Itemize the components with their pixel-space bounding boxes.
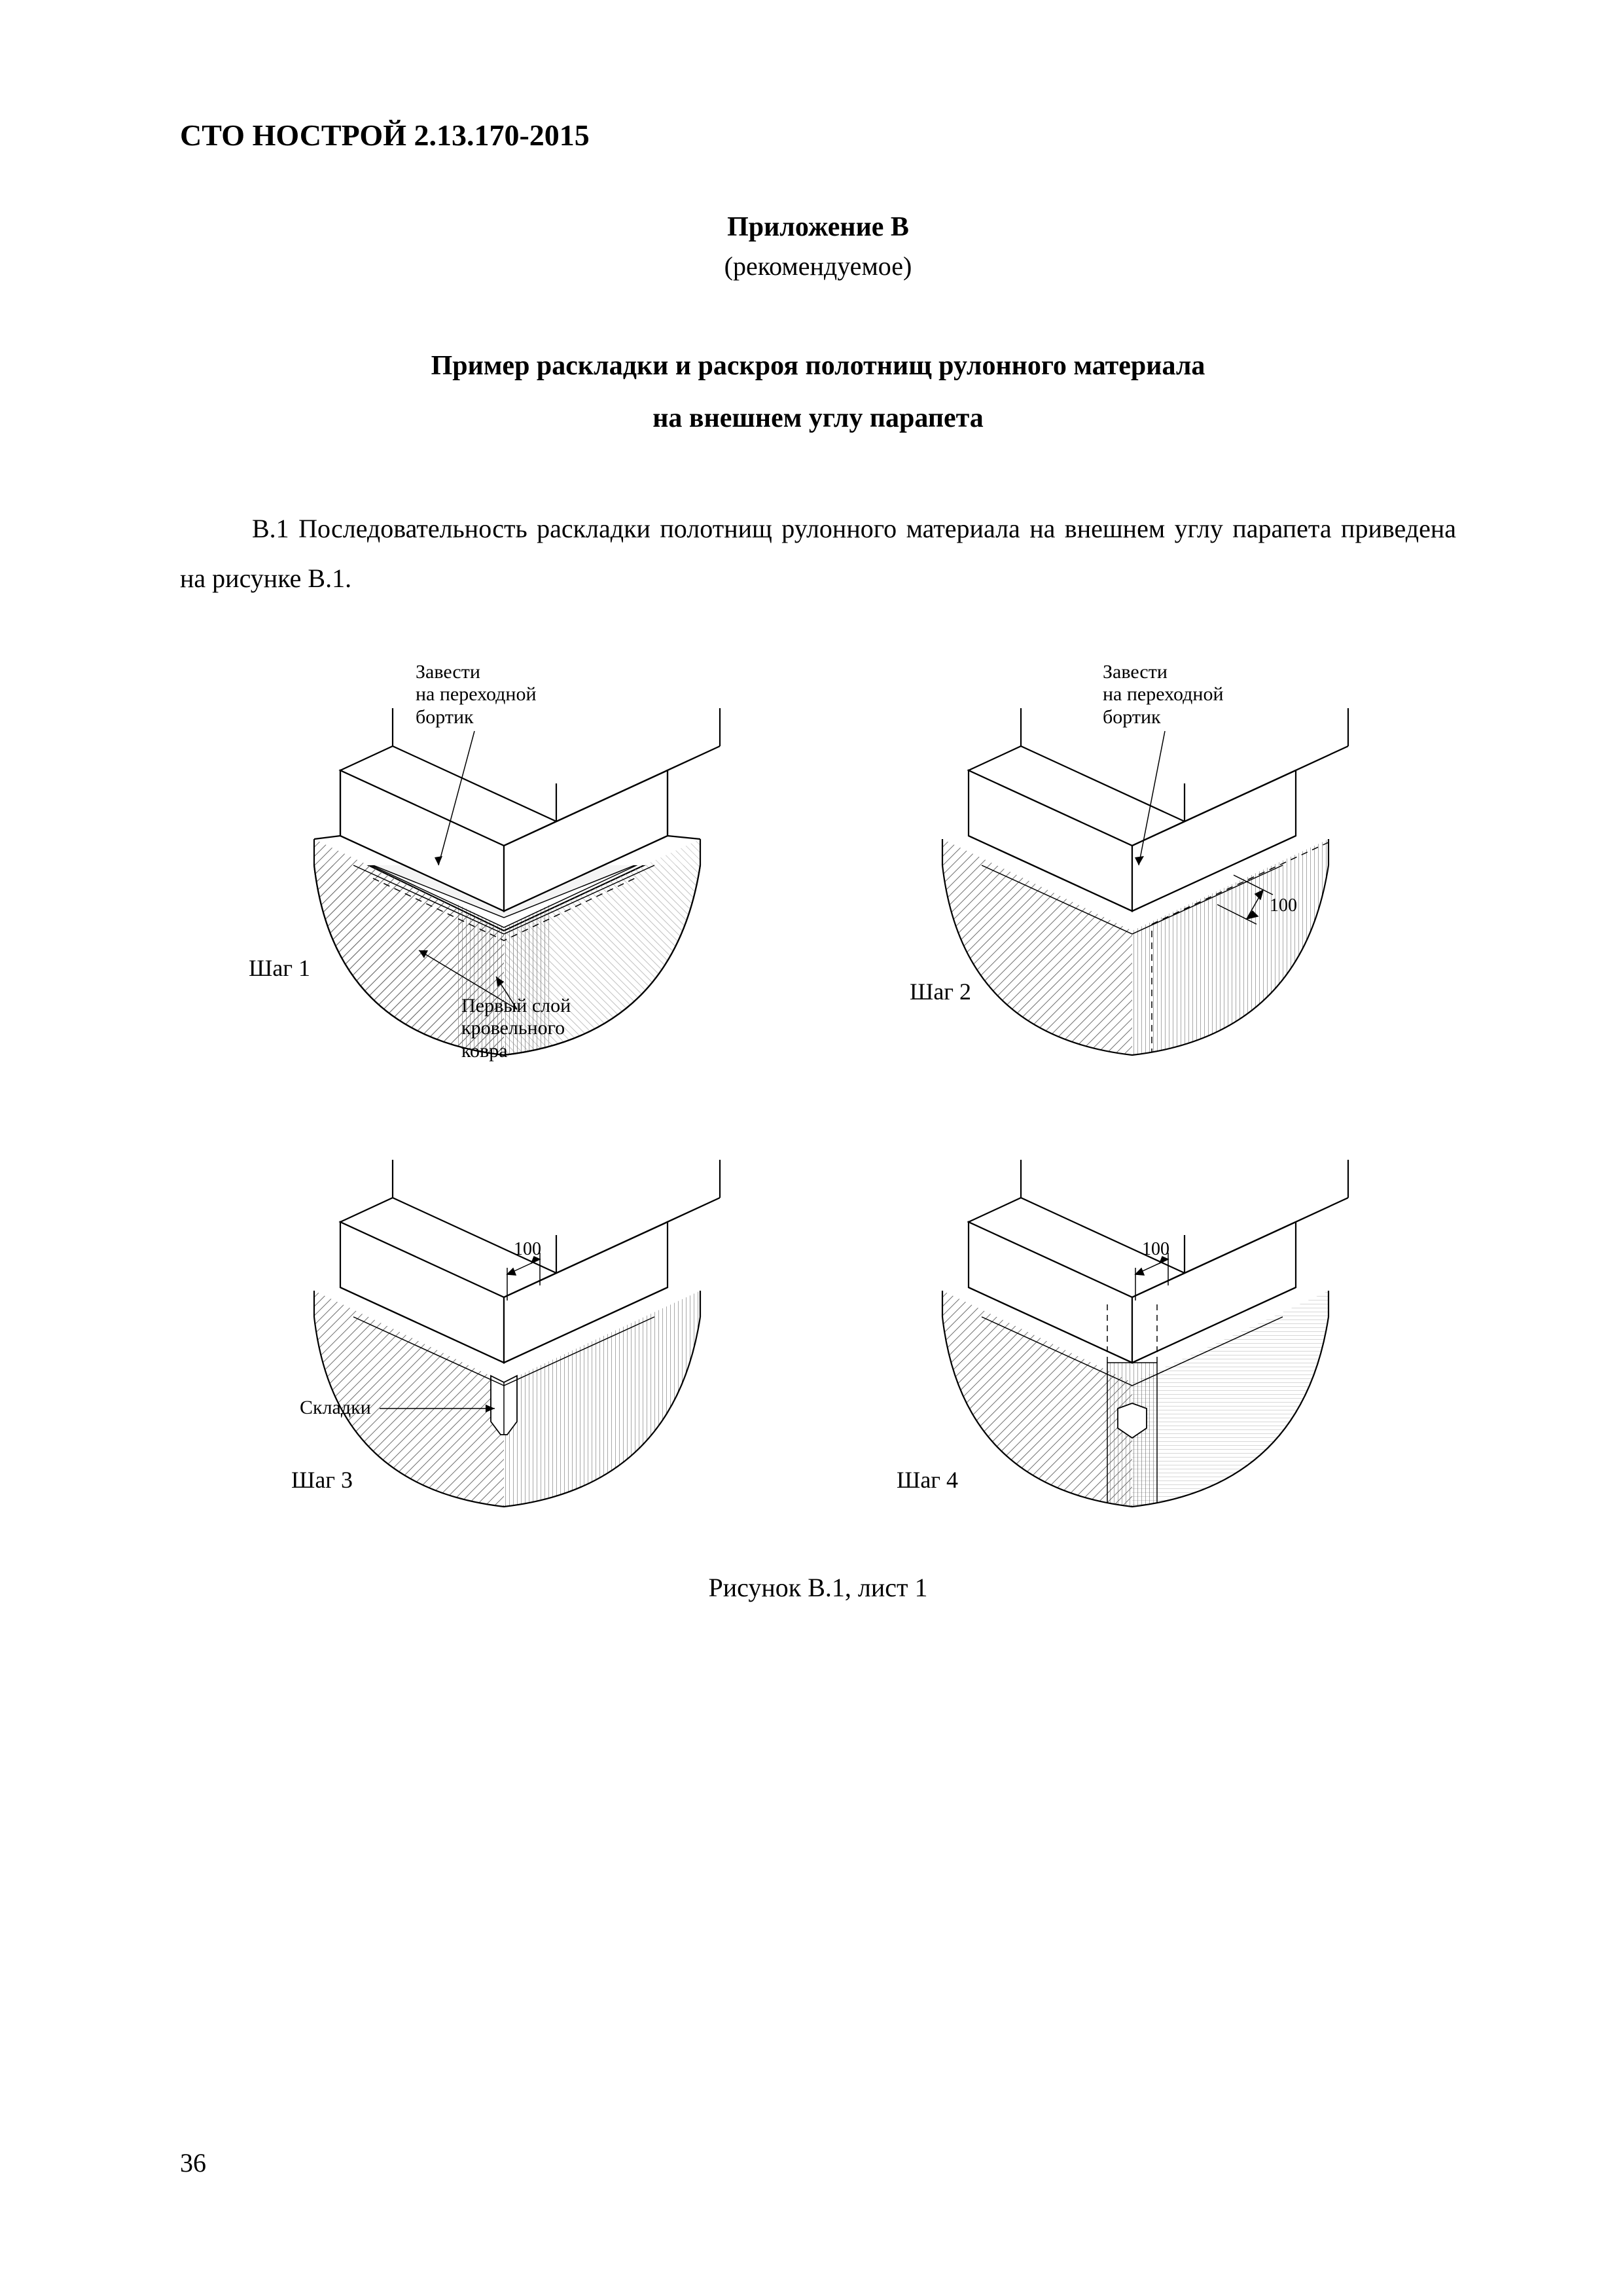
body-text: В.1 Последовательность раскладки полотни… (180, 514, 1456, 593)
step-label-2: Шаг 2 (910, 978, 971, 1005)
figure-grid: Завести на переходной бортик (242, 669, 1394, 1513)
panel-step4: 100 Шаг 4 (870, 1147, 1394, 1513)
callout-top-text-step2: Завести на переходной бортик (1103, 661, 1224, 728)
doc-header: СТО НОСТРОЙ 2.13.170-2015 (180, 118, 1456, 152)
callout-top-step1: Завести на переходной бортик (416, 661, 537, 729)
step-label-1: Шаг 1 (249, 954, 310, 982)
callout-fold-step3: Складки (300, 1397, 371, 1420)
figure-caption: Рисунок В.1, лист 1 (180, 1572, 1456, 1603)
panel-step1: Завести на переходной бортик (242, 669, 766, 1075)
body-paragraph: В.1 Последовательность раскладки полотни… (180, 504, 1456, 603)
section-title-line1: Пример раскладки и раскроя полотнищ руло… (431, 351, 1205, 381)
dim-100-step3: 100 (514, 1239, 541, 1259)
diagram-step3: 100 (242, 1147, 766, 1513)
callout-bottom-step1: Первый слой кровельного ковра (461, 995, 571, 1063)
appendix-title: Приложение В (180, 211, 1456, 243)
panel-step3: 100 Складки Шаг 3 (242, 1147, 766, 1513)
diagram-step4: 100 (870, 1147, 1394, 1513)
callout-top-step2: Завести на переходной бортик (1103, 661, 1224, 729)
step-label-4: Шаг 4 (897, 1466, 958, 1494)
section-title-line2: на внешнем углу парапета (652, 403, 984, 433)
diagram-step2: 100 (870, 669, 1394, 1075)
callout-bottom-text-step1: Первый слой кровельного ковра (461, 995, 571, 1062)
section-title: Пример раскладки и раскроя полотнищ руло… (180, 340, 1456, 445)
panel-step2: Завести на переходной бортик (870, 669, 1394, 1075)
appendix-note: (рекомендуемое) (180, 251, 1456, 281)
dim-100-step2: 100 (1270, 895, 1297, 916)
callout-top-text-step1: Завести на переходной бортик (416, 661, 537, 728)
step-label-3: Шаг 3 (291, 1466, 353, 1494)
page-number: 36 (180, 2147, 206, 2178)
dim-100-step4: 100 (1142, 1239, 1169, 1259)
